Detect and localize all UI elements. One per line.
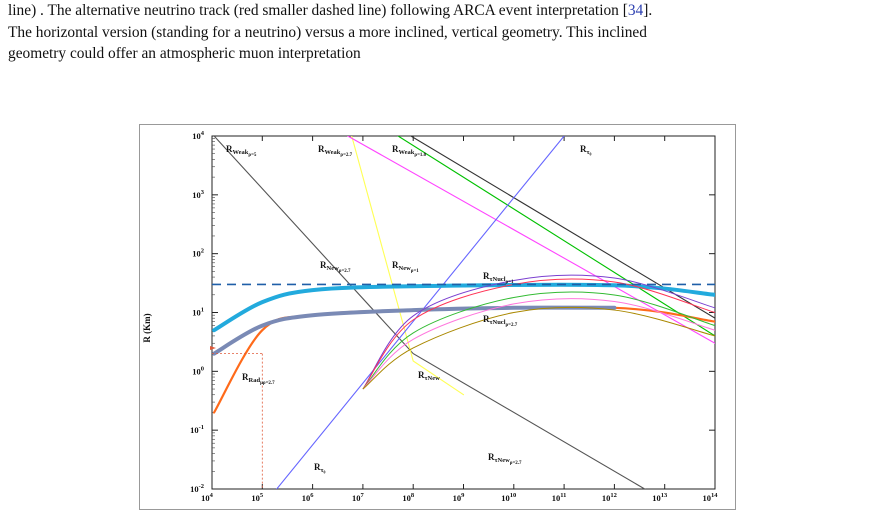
y-tick-label: 100 [192, 365, 204, 376]
x-tick-label: 109 [453, 492, 466, 503]
x-tick-label: 1010 [501, 492, 516, 503]
x-tick-label: 1012 [602, 492, 617, 503]
tau-curve-0 [362, 274, 715, 390]
figure-frame [139, 124, 736, 510]
caption-line-1: line) . The alternative neutrino track (… [8, 2, 653, 19]
x-tick-label: 105 [251, 492, 264, 503]
series-line-2 [397, 136, 715, 337]
caption-line-3: geometry could offer an atmospheric muon… [8, 45, 361, 62]
y-tick-label: 10-1 [190, 424, 204, 435]
series-line-0 [213, 136, 646, 489]
y-tick-label: 10-2 [190, 483, 204, 494]
y-tick-label: 103 [192, 189, 205, 200]
y-tick-label: 102 [192, 248, 204, 259]
y-tick-label: 101 [192, 307, 204, 318]
x-tick-label: 106 [302, 492, 315, 503]
caption-line-2: The horizontal version (standing for a n… [8, 23, 647, 41]
y-axis-title: R (Km) [142, 313, 152, 342]
citation-link[interactable]: 34 [627, 2, 644, 19]
series-line-1 [351, 136, 465, 396]
curve-label-11: Rτ₀ [314, 462, 325, 474]
series-line-3 [347, 136, 715, 344]
tau-curve-3 [362, 298, 715, 390]
y-tick-label: 104 [192, 130, 205, 141]
arrow-marker [210, 346, 216, 350]
series-line-5 [276, 136, 565, 489]
series-line-8 [212, 305, 617, 356]
x-tick-label: 104 [201, 492, 214, 503]
x-tick-label: 1014 [703, 492, 719, 503]
x-tick-label: 107 [352, 492, 365, 503]
curve-label-3: Rτ₀ [580, 144, 591, 156]
tau-curve-4 [362, 306, 715, 390]
x-tick-label: 108 [402, 492, 415, 503]
x-tick-label: 1013 [652, 492, 668, 503]
tau-curve-2 [362, 291, 715, 390]
x-tick-label: 1011 [552, 492, 567, 503]
caption-text: line) . The alternative neutrino track (… [8, 0, 866, 65]
